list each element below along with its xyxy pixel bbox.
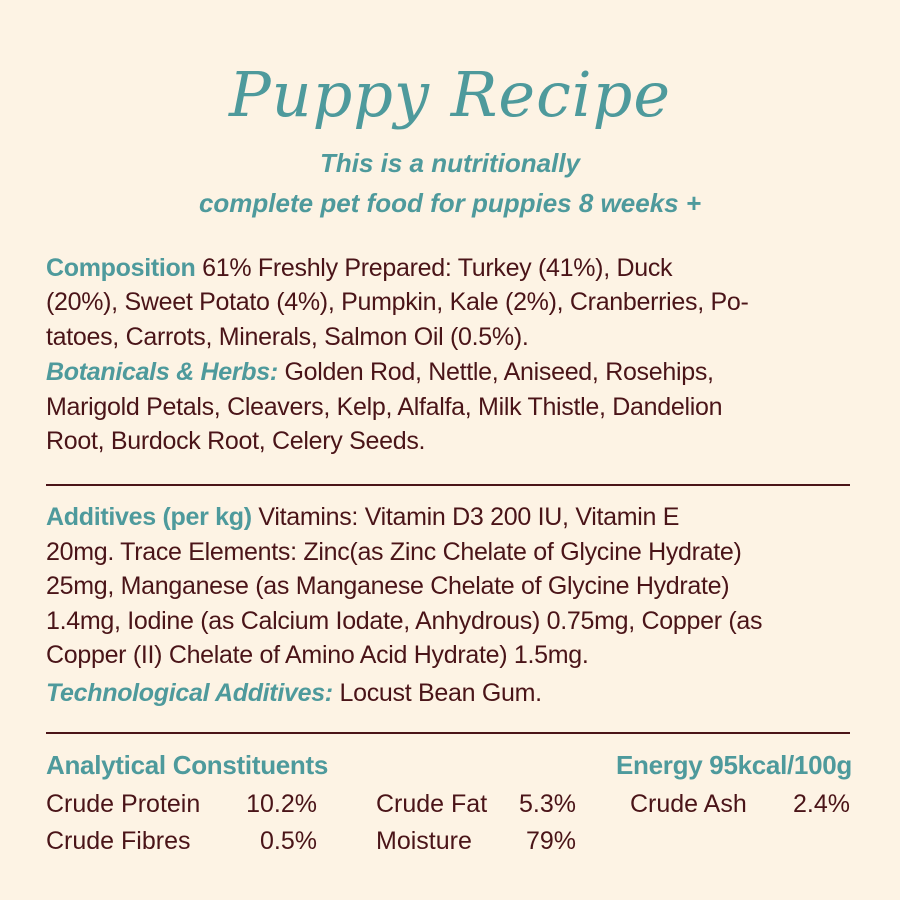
additives-line: Additives (per kg) Vitamins: Vitamin D3 … bbox=[46, 503, 679, 532]
energy-value: Energy 95kcal/100g bbox=[616, 750, 852, 780]
composition-line: (20%), Sweet Potato (4%), Pumpkin, Kale … bbox=[46, 288, 749, 316]
constituent-value: 10.2% bbox=[246, 790, 317, 818]
constituent-label: Crude Ash bbox=[630, 790, 747, 818]
tech-additives-text: Locust Bean Gum. bbox=[339, 679, 542, 707]
constituent-value: 5.3% bbox=[519, 790, 576, 818]
additives-line: Copper (II) Chelate of Amino Acid Hydrat… bbox=[46, 641, 589, 669]
composition-line: Composition 61% Freshly Prepared: Turkey… bbox=[46, 254, 673, 283]
additives-line: 25mg, Manganese (as Manganese Chelate of… bbox=[46, 572, 730, 600]
constituent-label: Crude Fat bbox=[376, 790, 488, 818]
tech-additives-line: Technological Additives: Locust Bean Gum… bbox=[46, 679, 542, 708]
constituent-value: 79% bbox=[525, 827, 576, 855]
botanicals-line: Botanicals & Herbs: Golden Rod, Nettle, … bbox=[46, 358, 714, 387]
constituent-value: 0.5% bbox=[260, 827, 317, 855]
botanicals-heading: Botanicals & Herbs: bbox=[46, 358, 278, 386]
composition-text: 61% Freshly Prepared: Turkey (41%), Duck bbox=[202, 254, 673, 282]
subtitle-line-1: This is a nutritionally bbox=[319, 148, 581, 178]
composition-heading: Composition bbox=[46, 254, 196, 282]
divider bbox=[46, 484, 850, 486]
additives-heading: Additives (per kg) bbox=[46, 503, 252, 531]
constituent-value: 2.4% bbox=[793, 790, 850, 818]
constituent-label: Moisture bbox=[376, 827, 472, 855]
constituent-label: Crude Fibres bbox=[46, 827, 191, 855]
tech-additives-heading: Technological Additives: bbox=[46, 679, 333, 707]
additives-line: 1.4mg, Iodine (as Calcium Iodate, Anhydr… bbox=[46, 607, 763, 635]
constituent-label: Crude Protein bbox=[46, 790, 201, 818]
additives-line: 20mg. Trace Elements: Zinc(as Zinc Chela… bbox=[46, 538, 742, 566]
composition-line: tatoes, Carrots, Minerals, Salmon Oil (0… bbox=[46, 323, 529, 351]
divider bbox=[46, 732, 850, 734]
subtitle-line-2: complete pet food for puppies 8 weeks + bbox=[198, 188, 702, 218]
page-title: Puppy Recipe bbox=[228, 58, 672, 131]
additives-text: Vitamins: Vitamin D3 200 IU, Vitamin E bbox=[258, 503, 680, 531]
analytical-heading: Analytical Constituents bbox=[46, 750, 329, 780]
botanicals-line: Root, Burdock Root, Celery Seeds. bbox=[46, 427, 426, 455]
botanicals-text: Golden Rod, Nettle, Aniseed, Rosehips, bbox=[284, 358, 714, 386]
botanicals-line: Marigold Petals, Cleavers, Kelp, Alfalfa… bbox=[46, 393, 723, 421]
